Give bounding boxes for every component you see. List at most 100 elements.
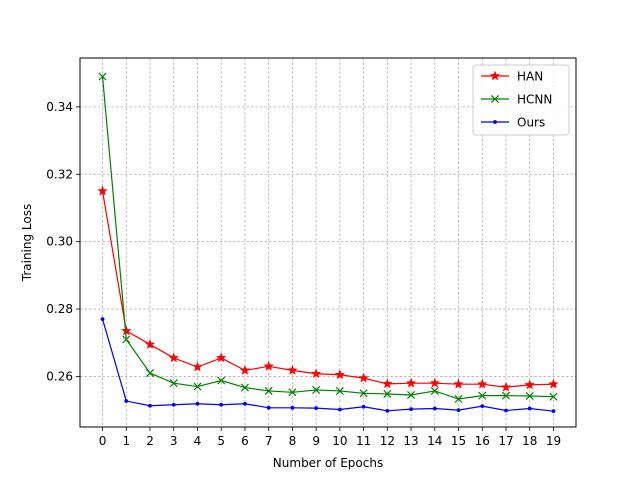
data-point-han	[453, 378, 464, 389]
data-point-han	[168, 352, 179, 363]
data-point-hcnn	[454, 395, 463, 404]
x-tick-label: 13	[403, 434, 418, 448]
data-point-han	[405, 377, 417, 388]
data-point-hcnn	[122, 335, 131, 344]
y-tick-label: 0.32	[46, 167, 73, 181]
data-point-han	[192, 361, 203, 372]
x-tick-label: 15	[451, 434, 466, 448]
x-tick-label: 0	[99, 434, 107, 448]
data-point-hcnn	[312, 385, 321, 394]
data-point-han	[97, 185, 108, 196]
data-point-ours	[337, 407, 342, 412]
data-point-han	[215, 352, 227, 363]
data-point-hcnn	[501, 391, 511, 400]
data-point-ours	[314, 406, 319, 411]
y-tick-label: 0.34	[46, 100, 73, 114]
data-point-ours	[361, 404, 366, 409]
data-point-ours	[551, 409, 556, 414]
x-tick-label: 7	[265, 434, 273, 448]
data-point-ours	[527, 406, 532, 411]
data-point-ours	[124, 399, 129, 403]
data-point-ours	[290, 405, 295, 410]
data-point-han	[263, 360, 274, 371]
series-line-hcnn	[101, 76, 554, 400]
y-tick-label: 0.26	[46, 369, 73, 383]
data-point-hcnn	[525, 391, 534, 401]
series	[97, 72, 559, 414]
data-point-hcnn	[430, 386, 439, 395]
x-tick-label: 11	[356, 434, 371, 448]
x-tick-label: 1	[122, 434, 130, 448]
x-tick-label: 16	[475, 434, 490, 448]
data-point-hcnn	[145, 369, 155, 378]
data-point-han	[287, 364, 298, 375]
data-point-ours	[219, 402, 224, 407]
data-point-han	[524, 379, 535, 390]
legend-marker-han	[489, 70, 501, 81]
data-point-han	[477, 378, 488, 389]
x-tick-label: 9	[312, 434, 320, 448]
series-han	[97, 185, 559, 392]
x-tick-label: 6	[241, 434, 249, 448]
x-tick-label: 5	[217, 434, 225, 448]
legend-label-hcnn: HCNN	[517, 93, 552, 107]
data-point-ours	[171, 402, 176, 407]
data-point-hcnn	[383, 389, 392, 398]
x-tick-label: 3	[170, 434, 178, 448]
legend-box	[472, 64, 570, 136]
data-point-ours	[456, 408, 461, 413]
legend-label-ours: Ours	[517, 116, 545, 130]
data-point-han	[334, 369, 346, 380]
data-point-ours	[148, 403, 152, 408]
x-tick-label: 18	[522, 434, 537, 448]
data-point-hcnn	[98, 72, 107, 81]
y-axis-label: Training Loss	[20, 204, 34, 282]
x-tick-label: 8	[289, 434, 297, 448]
x-tick-label: 12	[380, 434, 395, 448]
data-point-hcnn	[407, 390, 416, 400]
data-point-hcnn	[549, 392, 558, 401]
series-ours	[100, 317, 556, 414]
data-point-hcnn	[264, 386, 273, 395]
series-hcnn	[98, 72, 558, 404]
data-point-ours	[504, 408, 508, 413]
x-tick-label: 2	[146, 434, 154, 448]
data-point-hcnn	[288, 388, 297, 397]
grid	[80, 58, 576, 427]
data-point-ours	[385, 408, 390, 413]
data-point-ours	[195, 401, 200, 406]
data-point-hcnn	[359, 389, 368, 398]
series-line-han	[101, 191, 554, 388]
data-point-han	[310, 368, 322, 379]
legend-marker-hcnn	[490, 94, 500, 104]
data-point-hcnn	[193, 382, 202, 391]
data-point-hcnn	[478, 391, 487, 400]
y-tick-label: 0.28	[46, 302, 73, 316]
x-tick-label: 19	[546, 434, 561, 448]
x-tick-label: 4	[194, 434, 202, 448]
legend-marker-ours	[493, 120, 497, 124]
data-point-han	[429, 377, 441, 388]
plot-frame	[79, 57, 577, 428]
data-point-hcnn	[240, 383, 249, 392]
data-point-ours	[432, 406, 437, 411]
legend-entry-ours: Ours	[481, 116, 545, 130]
data-point-ours	[480, 404, 485, 409]
legend-label-han: HAN	[517, 70, 543, 84]
ticks: 0 1 2 3 4 5 6 7 8 9 10 11 12 13 14 15 16 17 18 190.260.280.…	[46, 100, 561, 448]
y-tick-label: 0.30	[46, 235, 73, 249]
x-tick-label: 10	[332, 434, 347, 448]
legend-entry-hcnn: HCNN	[481, 93, 552, 107]
data-point-han	[239, 364, 251, 375]
legend-entry-han: HAN	[481, 70, 543, 84]
legend: HAN HCNN Ours	[472, 64, 570, 136]
x-tick-label: 17	[498, 434, 513, 448]
data-point-han	[548, 378, 559, 389]
data-point-ours	[409, 407, 413, 412]
series-line-ours	[101, 318, 554, 412]
data-point-hcnn	[217, 376, 226, 385]
data-point-han	[144, 338, 156, 349]
x-tick-label: 14	[427, 434, 442, 448]
